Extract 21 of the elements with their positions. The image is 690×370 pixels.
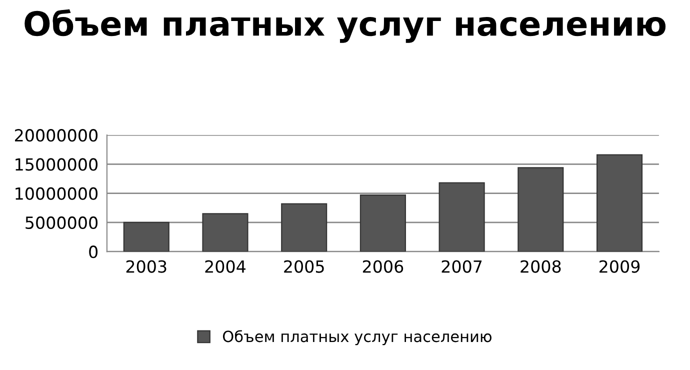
x-tick-label: 2005 (284, 260, 324, 273)
y-tick-label: 0 (89, 246, 98, 258)
y-tick-label: 20000000 (15, 129, 98, 142)
x-tick-label: 2009 (600, 260, 640, 273)
bar (123, 222, 170, 252)
bar (281, 203, 328, 252)
bar (360, 194, 406, 252)
bar (202, 213, 248, 252)
y-tick-label: 15000000 (16, 158, 98, 171)
y-tick-label: 10000000 (16, 187, 98, 200)
legend-label: Объем платных услуг населению (222, 330, 492, 346)
x-tick-label: 2007 (442, 260, 482, 273)
y-tick-label: 5000000 (26, 216, 98, 230)
x-tick-label: 2004 (205, 260, 246, 273)
x-tick-label: 2003 (126, 260, 166, 273)
x-tick-label: 2008 (520, 260, 561, 273)
x-tick-label: 2006 (362, 260, 404, 273)
bar (438, 182, 485, 252)
bar (596, 154, 643, 252)
bar (518, 167, 564, 252)
chart-title: Объем платных услуг населению (24, 9, 666, 43)
